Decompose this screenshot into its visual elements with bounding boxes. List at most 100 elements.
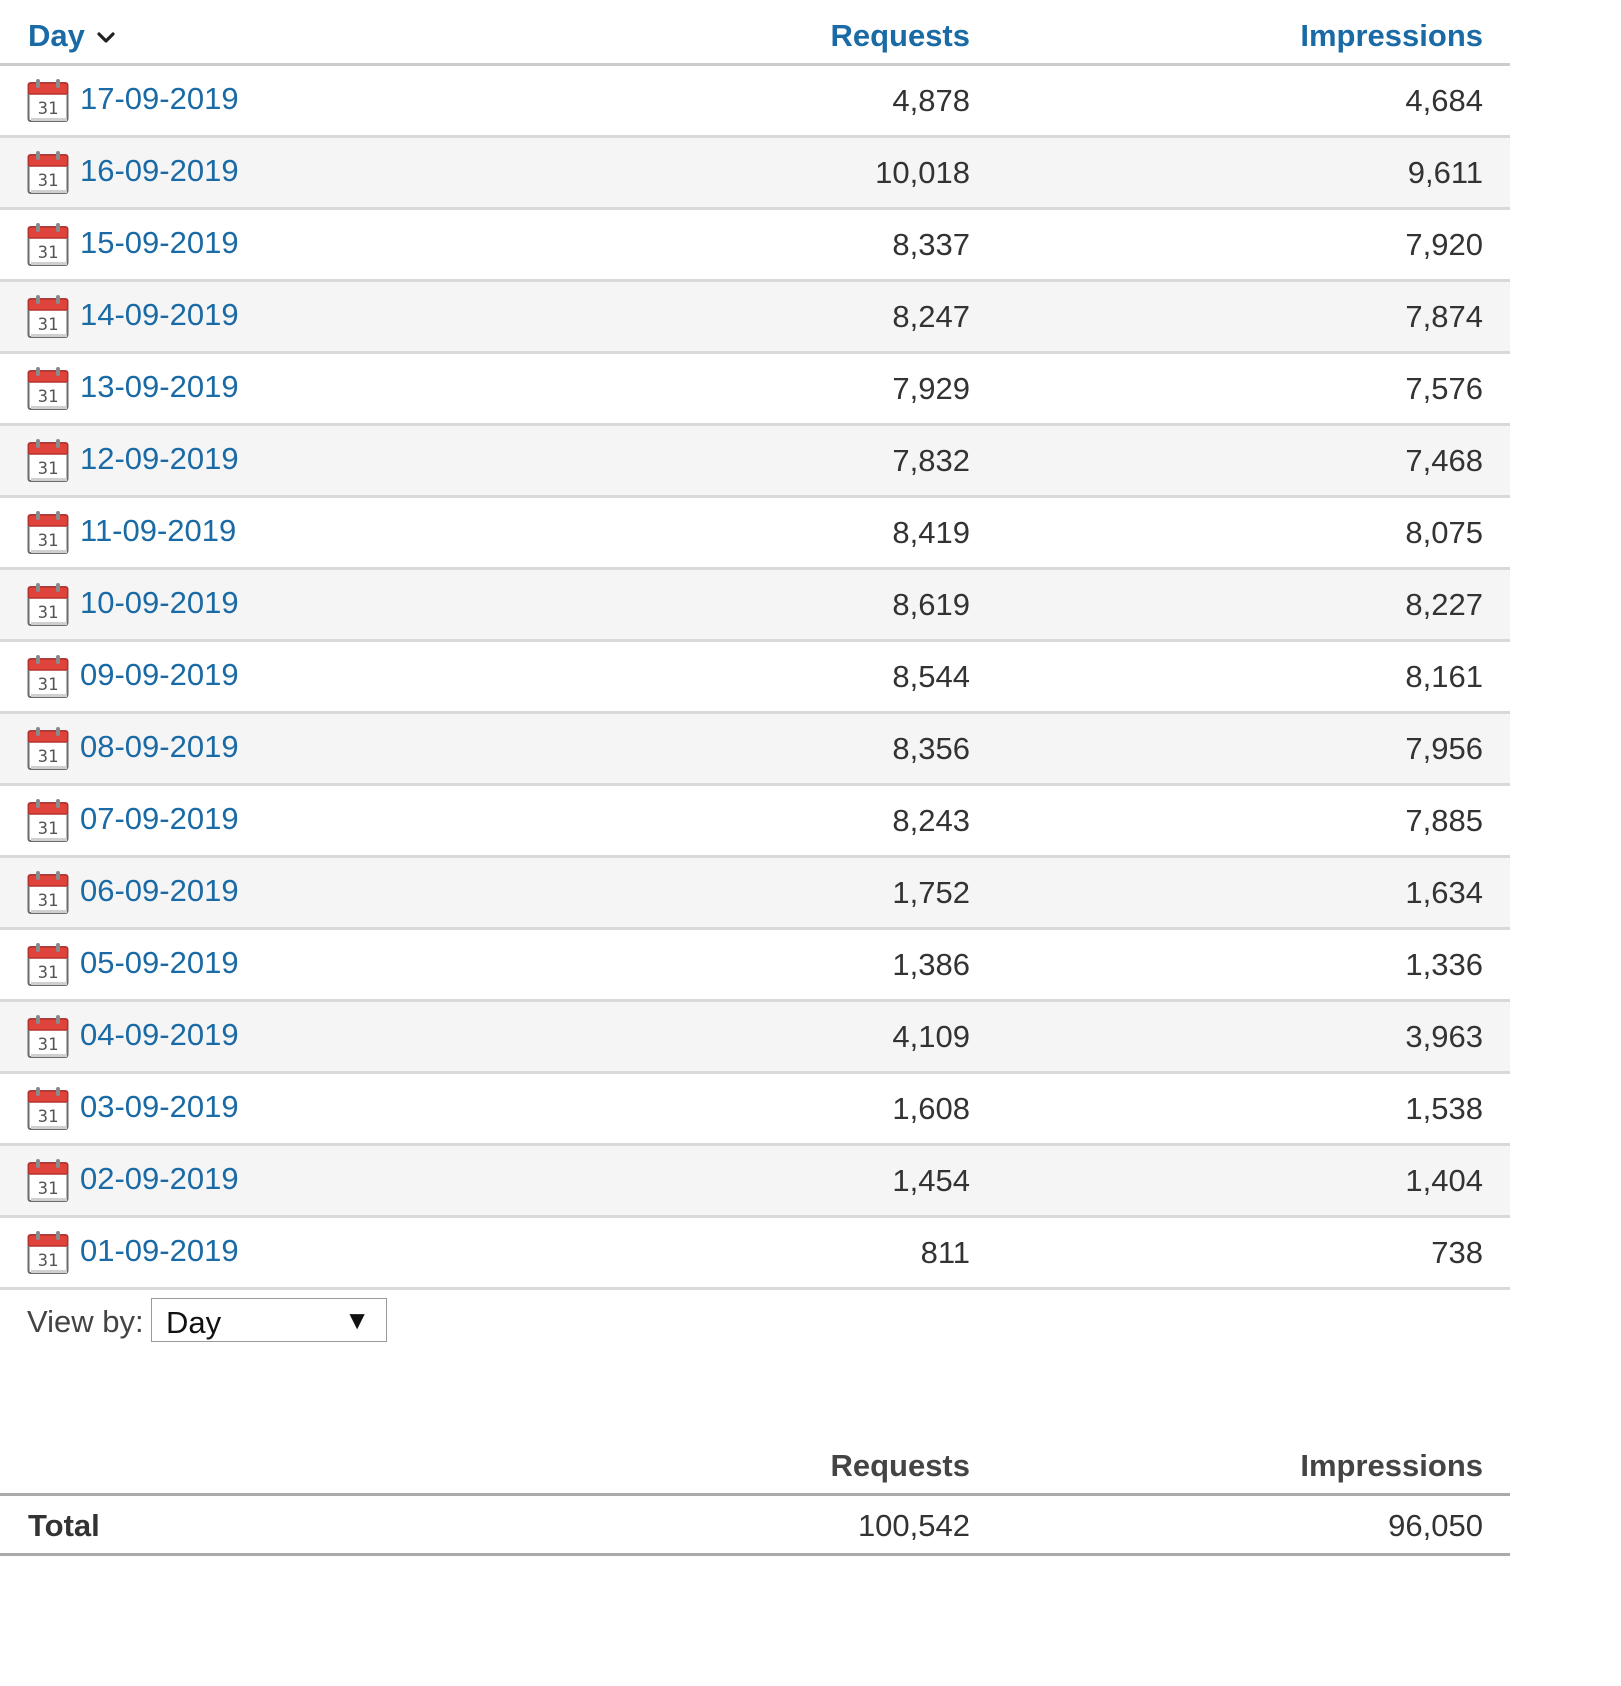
totals-requests-value: 100,542 xyxy=(857,1508,970,1543)
date-link[interactable]: 09-09-2019 xyxy=(80,657,239,692)
table-row: 31 09-09-2019 8,544 8,161 xyxy=(0,642,1510,714)
calendar-icon: 31 xyxy=(27,1087,69,1130)
requests-cell: 1,386 xyxy=(892,947,970,982)
calendar-icon: 31 xyxy=(27,1159,69,1202)
date-link[interactable]: 02-09-2019 xyxy=(80,1161,239,1196)
requests-cell: 8,619 xyxy=(892,587,970,622)
totals-label: Total xyxy=(28,1508,100,1543)
calendar-icon: 31 xyxy=(27,871,69,914)
requests-cell: 1,454 xyxy=(892,1163,970,1198)
requests-cell: 8,356 xyxy=(892,731,970,766)
requests-cell: 4,878 xyxy=(892,83,970,118)
table-row: 31 10-09-2019 8,619 8,227 xyxy=(0,570,1510,642)
totals-requests-header: Requests xyxy=(830,1448,970,1483)
impressions-column-header[interactable]: Impressions xyxy=(1300,18,1483,53)
date-link[interactable]: 04-09-2019 xyxy=(80,1017,239,1052)
table-row: 31 17-09-2019 4,878 4,684 xyxy=(0,66,1510,138)
impressions-cell: 7,920 xyxy=(1405,227,1483,262)
calendar-icon-number: 31 xyxy=(38,819,58,839)
calendar-icon-number: 31 xyxy=(38,891,58,911)
totals-header: Requests Impressions xyxy=(0,1440,1510,1496)
table-row: 31 16-09-2019 10,018 9,611 xyxy=(0,138,1510,210)
calendar-icon: 31 xyxy=(27,223,69,266)
table-row: 31 15-09-2019 8,337 7,920 xyxy=(0,210,1510,282)
calendar-icon-number: 31 xyxy=(38,531,58,551)
calendar-icon: 31 xyxy=(27,295,69,338)
impressions-cell: 7,956 xyxy=(1405,731,1483,766)
impressions-cell: 7,468 xyxy=(1405,443,1483,478)
date-link[interactable]: 15-09-2019 xyxy=(80,225,239,260)
calendar-icon: 31 xyxy=(27,151,69,194)
table-row: 31 03-09-2019 1,608 1,538 xyxy=(0,1074,1510,1146)
date-link[interactable]: 03-09-2019 xyxy=(80,1089,239,1124)
impressions-cell: 8,161 xyxy=(1405,659,1483,694)
date-link[interactable]: 11-09-2019 xyxy=(80,513,237,548)
requests-cell: 7,929 xyxy=(892,371,970,406)
requests-cell: 4,109 xyxy=(892,1019,970,1054)
table-row: 31 13-09-2019 7,929 7,576 xyxy=(0,354,1510,426)
impressions-cell: 3,963 xyxy=(1405,1019,1483,1054)
calendar-icon: 31 xyxy=(27,799,69,842)
date-link[interactable]: 01-09-2019 xyxy=(80,1233,239,1268)
date-link[interactable]: 13-09-2019 xyxy=(80,369,239,404)
requests-column-header[interactable]: Requests xyxy=(830,18,970,53)
table-row: 31 11-09-2019 8,419 8,075 xyxy=(0,498,1510,570)
totals-impressions-header: Impressions xyxy=(1300,1448,1483,1483)
impressions-cell: 738 xyxy=(1431,1235,1483,1270)
requests-cell: 7,832 xyxy=(892,443,970,478)
calendar-icon: 31 xyxy=(27,727,69,770)
table-row: 31 06-09-2019 1,752 1,634 xyxy=(0,858,1510,930)
totals-table: Requests Impressions Total 100,542 96,05… xyxy=(0,1440,1510,1556)
impressions-cell: 1,404 xyxy=(1405,1163,1483,1198)
calendar-icon: 31 xyxy=(27,1015,69,1058)
table-row: 31 12-09-2019 7,832 7,468 xyxy=(0,426,1510,498)
calendar-icon-number: 31 xyxy=(38,747,58,767)
calendar-icon: 31 xyxy=(27,943,69,986)
date-link[interactable]: 06-09-2019 xyxy=(80,873,239,908)
table-row: 31 05-09-2019 1,386 1,336 xyxy=(0,930,1510,1002)
calendar-icon-number: 31 xyxy=(38,243,58,263)
calendar-icon-number: 31 xyxy=(38,315,58,335)
requests-cell: 8,337 xyxy=(892,227,970,262)
requests-cell: 8,419 xyxy=(892,515,970,550)
calendar-icon-number: 31 xyxy=(38,99,58,119)
requests-cell: 8,247 xyxy=(892,299,970,334)
impressions-cell: 7,874 xyxy=(1405,299,1483,334)
date-link[interactable]: 08-09-2019 xyxy=(80,729,239,764)
calendar-icon: 31 xyxy=(27,439,69,482)
requests-cell: 8,243 xyxy=(892,803,970,838)
date-link[interactable]: 07-09-2019 xyxy=(80,801,239,836)
impressions-cell: 7,576 xyxy=(1405,371,1483,406)
table-row: 31 01-09-2019 811 738 xyxy=(0,1218,1510,1290)
calendar-icon-number: 31 xyxy=(38,963,58,983)
table-row: 31 08-09-2019 8,356 7,956 xyxy=(0,714,1510,786)
impressions-cell: 9,611 xyxy=(1407,155,1483,190)
date-link[interactable]: 17-09-2019 xyxy=(80,81,239,116)
calendar-icon-number: 31 xyxy=(38,1035,58,1055)
date-link[interactable]: 14-09-2019 xyxy=(80,297,239,332)
calendar-icon-number: 31 xyxy=(38,675,58,695)
impressions-cell: 7,885 xyxy=(1405,803,1483,838)
table-row: 31 02-09-2019 1,454 1,404 xyxy=(0,1146,1510,1218)
table-body: 31 17-09-2019 4,878 4,684 31 16-09-2019 10,018… xyxy=(0,66,1510,1290)
date-link[interactable]: 05-09-2019 xyxy=(80,945,239,980)
calendar-icon-number: 31 xyxy=(38,603,58,623)
impressions-cell: 8,227 xyxy=(1405,587,1483,622)
date-link[interactable]: 10-09-2019 xyxy=(80,585,239,620)
table-header: Day Requests Impressions xyxy=(0,0,1510,66)
date-link[interactable]: 16-09-2019 xyxy=(80,153,239,188)
calendar-icon-number: 31 xyxy=(38,1107,58,1127)
impressions-cell: 4,684 xyxy=(1405,83,1483,118)
day-header-label: Day xyxy=(28,18,85,53)
view-by-select[interactable]: Day ▼ xyxy=(151,1298,387,1342)
chevron-down-icon[interactable] xyxy=(95,27,117,49)
calendar-icon-number: 31 xyxy=(38,171,58,191)
calendar-icon-number: 31 xyxy=(38,1251,58,1271)
table-row: 31 07-09-2019 8,243 7,885 xyxy=(0,786,1510,858)
calendar-icon: 31 xyxy=(27,1231,69,1274)
calendar-icon: 31 xyxy=(27,367,69,410)
calendar-icon-number: 31 xyxy=(38,459,58,479)
date-link[interactable]: 12-09-2019 xyxy=(80,441,239,476)
impressions-cell: 1,336 xyxy=(1405,947,1483,982)
day-column-header[interactable]: Day xyxy=(28,18,117,54)
